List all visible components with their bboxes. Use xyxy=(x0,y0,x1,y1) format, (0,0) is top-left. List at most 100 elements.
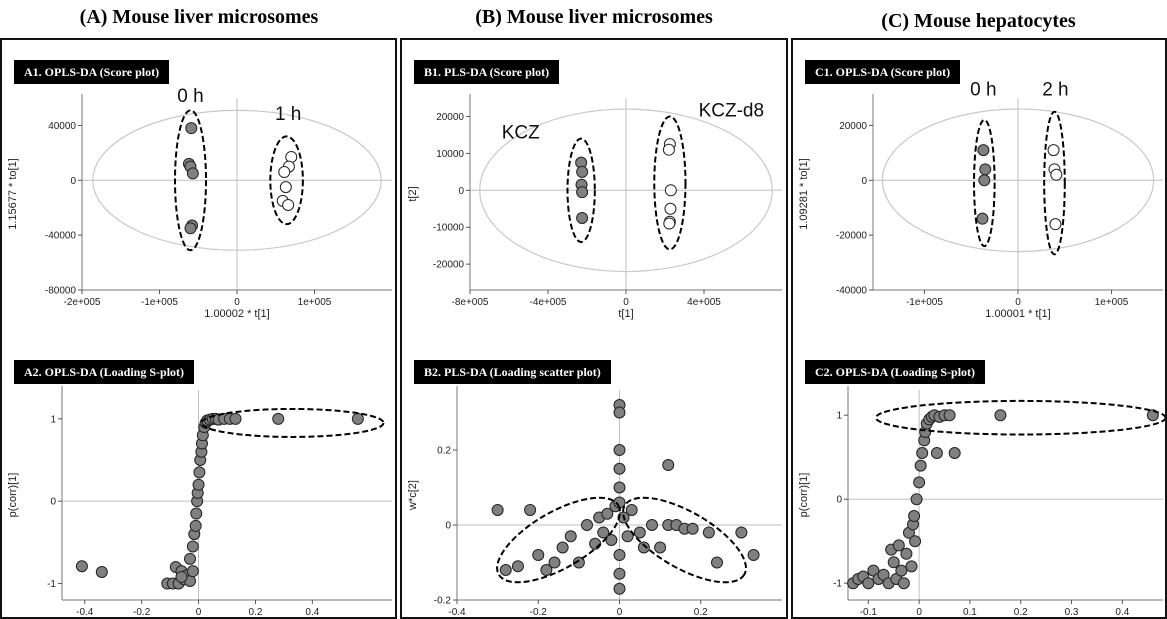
data-point xyxy=(711,556,723,569)
group-label-0-h: 0 h xyxy=(970,79,996,100)
point-2-h xyxy=(1047,144,1060,157)
data-point xyxy=(175,570,188,583)
x-axis-label: 1.00002 * t[1] xyxy=(204,308,269,320)
data-point xyxy=(272,412,285,425)
x-tick-label: 0 xyxy=(623,297,629,308)
point-2-h xyxy=(1050,168,1063,181)
y-tick-label: -0.2 xyxy=(434,596,452,607)
data-point xyxy=(862,577,875,590)
y-axis-label: p(corr)[1] xyxy=(7,473,19,518)
y-tick-label: -40000 xyxy=(45,231,77,242)
data-point xyxy=(908,510,921,522)
y-axis-label: t[2] xyxy=(407,186,419,201)
data-point xyxy=(601,507,614,520)
y-tick-label: -1 xyxy=(833,579,842,590)
data-point xyxy=(735,526,748,539)
x-axis-label: t[1] xyxy=(618,308,633,320)
data-point xyxy=(351,412,364,425)
data-point xyxy=(994,409,1007,422)
y-tick-label: 0.2 xyxy=(437,446,451,457)
data-point xyxy=(597,526,610,539)
y-tick-label: 0 xyxy=(861,176,867,187)
panel-c: -1e+005 0 1e+005 -40000 -20000 0 20000 1.00001 … xyxy=(791,38,1167,619)
y-tick-label: 20000 xyxy=(839,121,867,132)
data-point xyxy=(654,541,667,554)
data-point xyxy=(192,478,205,491)
data-point xyxy=(524,504,537,516)
x-tick-label: 0.2 xyxy=(694,607,708,618)
group-region-dashed xyxy=(973,118,996,248)
y-tick-label: -20000 xyxy=(433,260,465,271)
y-tick-label: 0 xyxy=(458,186,464,197)
group-region-dashed xyxy=(1043,110,1066,256)
data-point xyxy=(909,535,922,548)
y-tick-label: 0 xyxy=(70,176,76,187)
data-point xyxy=(910,493,923,506)
group-region-dashed xyxy=(874,399,1165,436)
data-point xyxy=(686,522,699,535)
point-0-h xyxy=(184,222,197,235)
data-point xyxy=(662,459,675,471)
group-region-dashed xyxy=(622,496,747,584)
point-kcz-d8 xyxy=(664,202,677,215)
y-axis-label: 1.15677 * to[1] xyxy=(7,158,19,230)
data-point xyxy=(511,560,524,573)
col-title-b: (B) Mouse liver microsomes xyxy=(475,6,713,28)
data-point xyxy=(572,556,585,569)
x-tick-label: -8e+005 xyxy=(452,297,489,308)
x-tick-label: 0 xyxy=(916,607,922,618)
hotelling-ellipse xyxy=(479,108,773,273)
x-tick-label: -4e+005 xyxy=(530,297,567,308)
point-0-h xyxy=(979,163,992,176)
group-region-dashed xyxy=(496,496,622,584)
col-title-a: (A) Mouse liver microsomes xyxy=(79,6,319,28)
panel-a: -2e+005 -1e+005 0 1e+005 -80000 -40000 0 40000 1… xyxy=(0,38,397,619)
y-tick-label: -10000 xyxy=(433,223,465,234)
data-point xyxy=(625,504,638,516)
data-point xyxy=(930,447,943,459)
y-tick-label: 10000 xyxy=(436,149,464,160)
data-point xyxy=(532,549,545,561)
group-region-dashed xyxy=(566,137,596,243)
x-tick-label: 0 xyxy=(1015,297,1021,308)
x-tick-label: -1e+005 xyxy=(906,297,943,308)
data-point xyxy=(186,565,199,578)
data-point xyxy=(943,409,956,422)
y-tick-label: 0 xyxy=(445,521,451,532)
x-tick-label: -2e+005 xyxy=(64,297,101,308)
y-tick-label: -20000 xyxy=(836,231,868,242)
data-point xyxy=(613,582,626,595)
y-tick-label: 1 xyxy=(836,411,842,422)
point-kcz-d8 xyxy=(664,184,677,197)
group-label-2-h: 2 h xyxy=(1042,79,1068,100)
plot-title: C2. OPLS-DA (Loading S-plot) xyxy=(805,360,986,384)
x-tick-label: -0.1 xyxy=(860,607,878,618)
point-2-h xyxy=(1049,218,1062,231)
plot-b1: -8e+005 -4e+005 0 4e+005 -20000 -10000 0 10000 2… xyxy=(402,40,786,330)
data-point xyxy=(613,481,626,494)
point-1-h xyxy=(279,181,292,194)
panel-b: -8e+005 -4e+005 0 4e+005 -20000 -10000 0 10000 2… xyxy=(400,38,788,619)
x-tick-label: 0.3 xyxy=(1065,607,1079,618)
data-point xyxy=(916,447,929,459)
group-region-dashed xyxy=(174,109,207,252)
y-tick-label: -80000 xyxy=(45,286,77,297)
x-tick-label: -0.2 xyxy=(133,607,151,618)
chart-svg: -2e+005 -1e+005 0 1e+005 -80000 -40000 0 40000 1… xyxy=(7,86,392,320)
group-label-kcz-d8: KCZ-d8 xyxy=(699,100,764,121)
x-tick-label: 0 xyxy=(234,297,240,308)
point-kcz xyxy=(576,186,589,199)
data-point xyxy=(613,549,626,561)
y-axis-label: w*c[2] xyxy=(407,480,419,511)
chart-svg: -1e+005 0 1e+005 -40000 -20000 0 20000 1.00001 … xyxy=(798,79,1163,320)
data-point xyxy=(633,526,646,539)
y-tick-label: 20000 xyxy=(436,112,464,123)
data-point xyxy=(186,540,199,553)
data-point xyxy=(184,552,197,565)
y-tick-label: 0 xyxy=(50,497,56,508)
x-tick-label: 0.1 xyxy=(963,607,977,618)
group-label-1-h: 1 h xyxy=(275,104,301,125)
group-label-kcz: KCZ xyxy=(502,123,540,144)
